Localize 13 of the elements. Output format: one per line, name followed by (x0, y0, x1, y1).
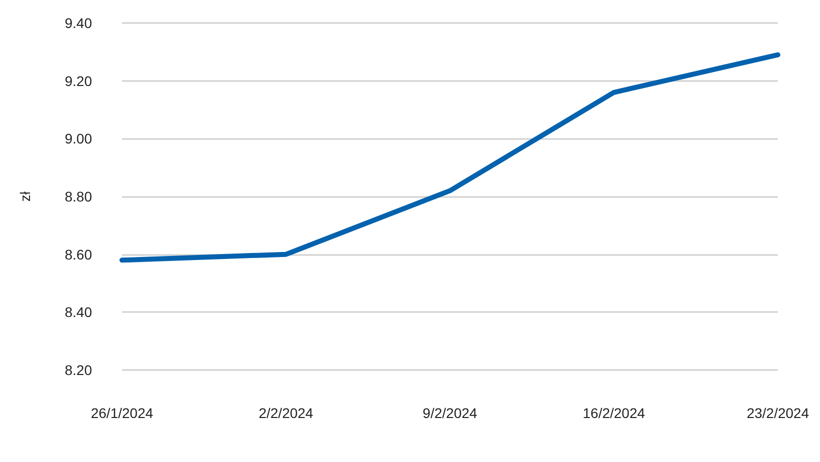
y-tick-label: 8.40 (64, 304, 92, 320)
x-tick-label: 2/2/2024 (258, 405, 314, 421)
y-axis-title: zł (17, 190, 33, 202)
y-tick-label: 9.20 (64, 72, 92, 89)
x-tick-label: 26/1/2024 (90, 405, 154, 421)
x-tick-label: 9/2/2024 (422, 405, 478, 421)
y-tick-label: 8.20 (64, 362, 92, 378)
y-tick-label: 8.60 (64, 246, 92, 262)
x-tick-label: 23/2/2024 (746, 405, 810, 421)
y-tick-label: 9.00 (64, 130, 92, 147)
x-tick-label: 16/2/2024 (582, 405, 646, 421)
y-tick-label: 9.40 (64, 15, 92, 31)
y-tick-label: 8.80 (64, 188, 92, 204)
